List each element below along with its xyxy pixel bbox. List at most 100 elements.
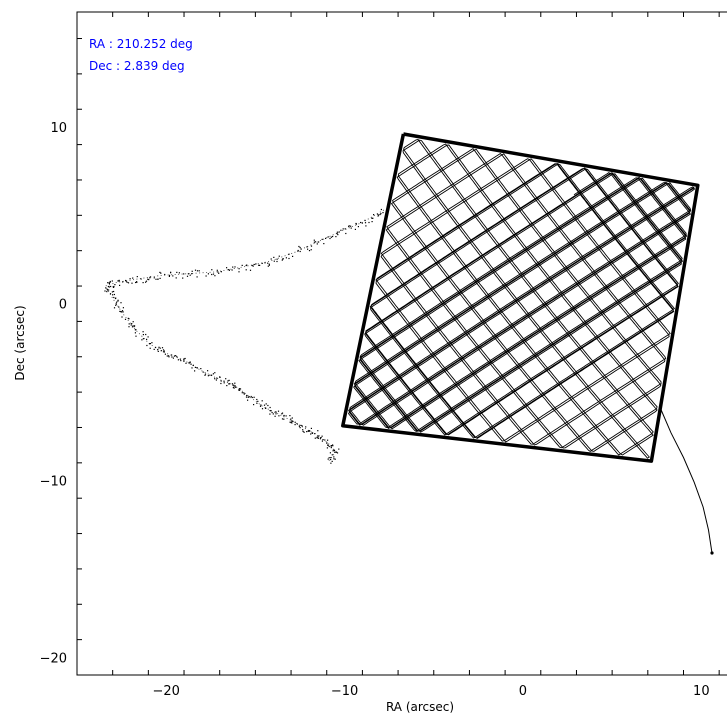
trail-point [373, 214, 375, 216]
trail-point [302, 430, 304, 432]
trail-point [302, 429, 304, 431]
y-tick-label: 10 [50, 121, 67, 136]
trail-point [335, 451, 338, 453]
trail-point [336, 231, 338, 233]
trail-point [316, 243, 318, 245]
trail-point [220, 382, 222, 385]
trail-point [216, 377, 218, 379]
trail-point [306, 246, 308, 248]
trail-point [214, 378, 216, 380]
trail-point [323, 243, 325, 245]
trail-point [328, 445, 330, 448]
trail-point [338, 231, 340, 233]
ticks-layer: −20 −10 0 10 −20 −10 0 10 [40, 12, 720, 699]
trail-point [128, 323, 130, 325]
trail-point [274, 415, 276, 417]
trail-point [177, 359, 179, 361]
trail-point [220, 380, 222, 382]
y-tick-label: −10 [40, 475, 67, 490]
trail-point [228, 379, 230, 381]
tail-end-point [710, 551, 714, 555]
trail-point [145, 333, 147, 336]
trail-point [321, 435, 323, 437]
trail-point [269, 413, 271, 415]
trail-point [207, 375, 209, 377]
trail-point [275, 411, 277, 413]
trail-point [292, 420, 294, 422]
trail-point [118, 306, 120, 308]
trail-point [314, 241, 317, 243]
trail-point [281, 413, 283, 415]
x-tick-label: −20 [152, 684, 179, 699]
trail-point [121, 316, 123, 318]
trail-point [342, 228, 344, 230]
trail-point [228, 383, 230, 385]
trail-point [350, 225, 352, 227]
trail-point [133, 326, 135, 328]
trail-point [317, 436, 319, 438]
trail-point [149, 277, 151, 279]
trail-point [113, 286, 115, 288]
trail-point [263, 404, 266, 406]
trail-point [288, 257, 290, 260]
trail-point [128, 326, 130, 328]
trail-point [234, 385, 236, 387]
trail-point [148, 279, 150, 281]
trail-point [211, 269, 213, 271]
trail-point [318, 241, 320, 243]
trail-point [196, 270, 199, 272]
trail-point [264, 262, 266, 264]
trail-point [327, 444, 329, 446]
trail-point [198, 270, 200, 272]
trail-point [333, 458, 335, 460]
trail-point [162, 349, 165, 351]
trail-point [219, 376, 221, 378]
trail-point [134, 325, 136, 327]
trail-point [214, 275, 216, 277]
trail-point [135, 335, 137, 337]
trail-point [238, 389, 240, 391]
trail-point [122, 281, 124, 283]
trail-point [124, 318, 127, 320]
trail-point [332, 235, 334, 238]
trail-point [196, 367, 198, 369]
trail-point [147, 278, 149, 280]
trail-point [314, 433, 316, 435]
trail-point [176, 271, 178, 273]
trail-point [109, 281, 111, 283]
raster-scan-path [347, 139, 696, 459]
trail-point [298, 245, 300, 248]
x-tick-label: −10 [331, 684, 358, 699]
trail-point [228, 383, 230, 385]
trail-point [172, 357, 174, 359]
trail-point [146, 338, 148, 340]
trail-point [233, 387, 235, 389]
trail-point [114, 297, 117, 300]
trail-point [364, 222, 367, 224]
trail-point [228, 269, 230, 271]
trail-point [128, 318, 130, 320]
trail-point [202, 371, 204, 373]
trail-point [171, 354, 173, 356]
trail-point [268, 263, 270, 265]
trail-point [148, 343, 151, 345]
trail-point [299, 246, 301, 249]
trail-point [132, 321, 134, 323]
trail-point [155, 278, 157, 280]
trail-point [273, 256, 275, 258]
trail-point [317, 430, 319, 432]
trail-point [289, 421, 291, 423]
trail-point [153, 348, 155, 350]
trail-point [249, 269, 252, 271]
trail-point [256, 402, 258, 404]
trail-point [231, 269, 233, 271]
trail-point [296, 423, 298, 425]
trail-point [147, 336, 149, 338]
trail-point [245, 264, 247, 267]
trail-point [307, 248, 309, 250]
trail-point [180, 360, 182, 362]
trail-point [378, 214, 380, 216]
trail-point [364, 219, 366, 221]
trail-point [215, 379, 217, 381]
trail-point [142, 331, 144, 333]
